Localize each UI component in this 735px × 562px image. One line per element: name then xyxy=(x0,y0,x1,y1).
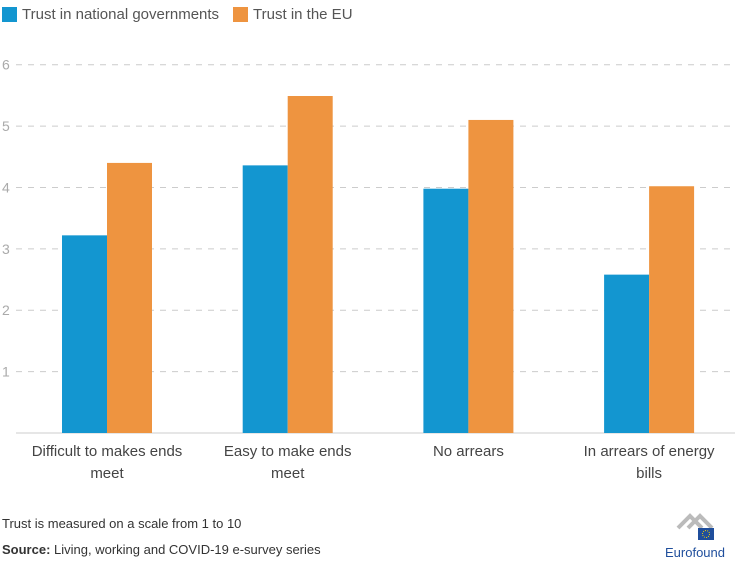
bar-eu xyxy=(107,162,152,433)
eurofound-logo-icon xyxy=(676,513,714,540)
bar-national xyxy=(242,165,288,434)
y-tick-label: 3 xyxy=(2,241,10,257)
x-tick-label: Difficult to makes ends xyxy=(32,443,183,460)
y-tick-label: 2 xyxy=(2,302,10,318)
legend-item-national: Trust in national governments xyxy=(2,6,219,23)
legend: Trust in national governments Trust in t… xyxy=(2,6,353,23)
legend-swatch-blue xyxy=(2,7,17,22)
source-label: Source: xyxy=(2,542,51,557)
x-tick-label: No arrears xyxy=(433,443,504,460)
bar-national xyxy=(62,235,107,433)
legend-label: Trust in the EU xyxy=(253,6,353,23)
bar-eu xyxy=(287,96,333,434)
y-tick-label: 6 xyxy=(2,57,10,73)
x-tick-label: bills xyxy=(636,465,662,482)
legend-item-eu: Trust in the EU xyxy=(233,6,353,23)
logo-text: Eurofound xyxy=(665,545,725,560)
y-tick-label: 4 xyxy=(2,179,10,195)
legend-label: Trust in national governments xyxy=(22,6,220,23)
source-line: Source: Living, working and COVID-19 e-s… xyxy=(2,542,321,557)
legend-swatch-orange xyxy=(233,7,249,22)
x-tick-label: meet xyxy=(90,465,124,482)
source-text: Living, working and COVID-19 e-survey se… xyxy=(50,542,321,557)
x-tick-label: In arrears of energy xyxy=(584,443,715,460)
x-tick-label: Easy to make ends xyxy=(224,443,352,460)
bar-eu xyxy=(468,119,514,433)
bar-national xyxy=(423,188,469,433)
y-tick-label: 1 xyxy=(2,364,10,380)
y-tick-label: 5 xyxy=(2,118,10,134)
bar-chart: 1 2 3 4 5 6 Difficult to makes ends meet Easy to… xyxy=(2,57,735,482)
bar-national xyxy=(604,274,650,433)
footnote: Trust is measured on a scale from 1 to 1… xyxy=(2,516,242,531)
eurofound-logo: Eurofound xyxy=(660,512,730,560)
bar-eu xyxy=(649,186,695,433)
x-tick-label: meet xyxy=(271,465,305,482)
